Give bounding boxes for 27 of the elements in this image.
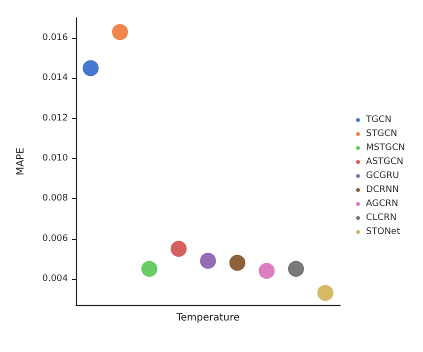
point (287, 260, 305, 278)
y-tick-label: 0.006 (42, 234, 68, 244)
legend-label: MSTGCN (366, 143, 405, 153)
y-tick-label: 0.014 (42, 73, 68, 84)
y-tick-label: 0.004 (42, 274, 68, 284)
point (199, 252, 217, 270)
y-tick-label: 0.012 (42, 113, 68, 124)
legend-label: TGCN (365, 115, 392, 125)
legend-label: ASTGCN (366, 157, 404, 167)
y-tick-label: 0.008 (42, 194, 68, 204)
legend-label: AGCRN (366, 199, 398, 209)
legend-label: CLCRN (366, 213, 397, 223)
y-axis-title: MAPE (16, 148, 26, 176)
legend-label: STGCN (366, 129, 398, 139)
point (111, 23, 129, 42)
point (258, 262, 276, 280)
legend-label: STONet (366, 227, 401, 237)
point (140, 260, 158, 278)
point (228, 254, 246, 272)
point (170, 240, 188, 258)
y-tick-label: 0.010 (42, 153, 68, 164)
legend-label: DCRNN (366, 185, 399, 195)
y-tick-label: 0.016 (42, 33, 68, 44)
point (316, 284, 334, 302)
x-axis-title: Temperature (175, 312, 240, 324)
point (82, 59, 100, 78)
legend-label: GCGRU (366, 171, 400, 181)
